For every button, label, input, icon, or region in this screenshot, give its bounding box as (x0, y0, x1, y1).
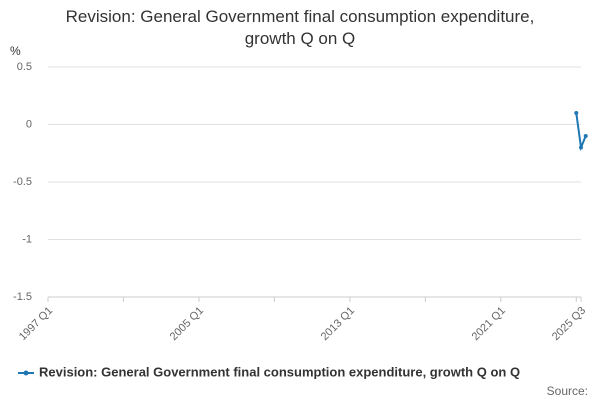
source: Source: (547, 384, 588, 398)
point (583, 134, 588, 138)
chart-title: Revision: General Government final consu… (65, 7, 535, 48)
y-tick-label: -0.5 (13, 176, 32, 188)
y-tick-label: -1 (22, 233, 32, 245)
x-tick-label: 2025 Q3 (550, 305, 588, 343)
y-tick-label: 0 (26, 118, 32, 130)
y-tick-label: 0.5 (17, 61, 32, 73)
x-tick-label: 2013 Q1 (319, 305, 357, 343)
x-tick-label: 1997 Q1 (17, 305, 55, 343)
point (579, 145, 583, 150)
y-tick-label: -1.5 (13, 291, 32, 303)
line (575, 112, 587, 152)
y-axis-label: % (10, 44, 21, 58)
x-tick-label: 2005 Q1 (168, 305, 206, 343)
point (574, 111, 579, 115)
legend-swatch-dot (23, 370, 29, 376)
legend-label: Revision: General Government final consu… (39, 364, 520, 379)
x-tick-label: 2021 Q1 (470, 305, 508, 343)
